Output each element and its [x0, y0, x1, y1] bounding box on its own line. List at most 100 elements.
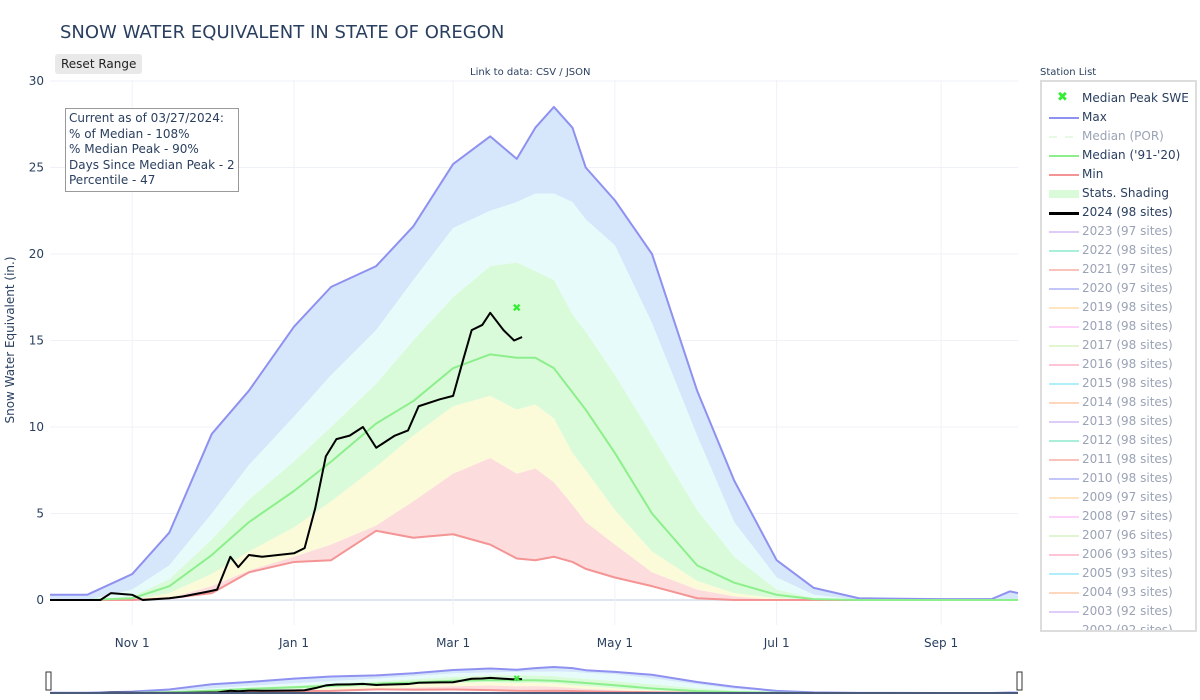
- line-swatch: [1049, 307, 1079, 309]
- chart-title: SNOW WATER EQUIVALENT IN STATE OF OREGON: [60, 22, 505, 43]
- legend: ✖ Median Peak SWE Max Median (POR) Median ('…: [1040, 80, 1197, 632]
- line-swatch: [1049, 630, 1079, 632]
- band-p10-min-rangeslider: [50, 685, 1018, 693]
- legend-label: 2017 (98 sites): [1082, 338, 1173, 352]
- legend-item[interactable]: 2021 (97 sites): [1042, 261, 1192, 280]
- legend-label: 2004 (93 sites): [1082, 585, 1173, 599]
- line-swatch: [1049, 497, 1079, 499]
- line-swatch: [1049, 440, 1079, 442]
- band-p30-p10: [50, 395, 1018, 600]
- legend-label: Median Peak SWE: [1082, 91, 1189, 105]
- legend-item[interactable]: 2010 (98 sites): [1042, 470, 1192, 489]
- line-swatch: [1049, 383, 1079, 385]
- legend-label: 2016 (98 sites): [1082, 357, 1173, 371]
- legend-label: 2005 (93 sites): [1082, 566, 1173, 580]
- legend-item[interactable]: 2006 (93 sites): [1042, 546, 1192, 565]
- x-tick-label: May 1: [597, 636, 633, 650]
- legend-title: Station List: [1040, 67, 1097, 78]
- data-link[interactable]: Link to data: CSV / JSON: [470, 67, 591, 78]
- legend-item[interactable]: 2016 (98 sites): [1042, 356, 1192, 375]
- legend-label: 2003 (92 sites): [1082, 604, 1173, 618]
- legend-item[interactable]: Median (POR): [1042, 128, 1192, 147]
- legend-item[interactable]: 2024 (98 sites): [1042, 204, 1192, 223]
- legend-item[interactable]: 2019 (98 sites): [1042, 299, 1192, 318]
- rangeslider-handle-left[interactable]: [45, 671, 52, 691]
- x-tick-label: Sep 1: [924, 636, 958, 650]
- legend-label: 2009 (97 sites): [1082, 490, 1173, 504]
- median-peak-marker-rangeslider: ✖: [513, 675, 521, 685]
- y-tick-label: 15: [29, 334, 44, 348]
- line-swatch: [1049, 421, 1079, 423]
- info-line-date: Current as of 03/27/2024:: [69, 111, 224, 125]
- legend-item[interactable]: 2017 (98 sites): [1042, 337, 1192, 356]
- legend-label: 2022 (98 sites): [1082, 243, 1173, 257]
- x-tick-label: Nov 1: [115, 636, 150, 650]
- line-swatch: [1049, 611, 1079, 613]
- legend-item[interactable]: 2014 (98 sites): [1042, 394, 1192, 413]
- legend-label: 2002 (92 sites): [1082, 623, 1173, 632]
- legend-label: Max: [1082, 110, 1107, 124]
- legend-item[interactable]: 2002 (92 sites): [1042, 622, 1192, 632]
- legend-item[interactable]: 2004 (93 sites): [1042, 584, 1192, 603]
- y-tick-label: 20: [29, 247, 44, 261]
- info-line-days-since-peak: Days Since Median Peak - 2: [69, 157, 235, 172]
- legend-item[interactable]: 2015 (98 sites): [1042, 375, 1192, 394]
- legend-item[interactable]: 2018 (98 sites): [1042, 318, 1192, 337]
- legend-item[interactable]: Min: [1042, 166, 1192, 185]
- line-swatch: [1049, 478, 1079, 480]
- info-line-pct-peak: % Median Peak - 90%: [69, 142, 199, 156]
- legend-item[interactable]: 2013 (98 sites): [1042, 413, 1192, 432]
- line-swatch: [1049, 554, 1079, 556]
- legend-label: 2011 (98 sites): [1082, 452, 1173, 466]
- y-tick-label: 10: [29, 420, 44, 434]
- reset-range-button[interactable]: Reset Range: [55, 54, 143, 74]
- line-swatch: [1049, 364, 1079, 366]
- line-swatch: [1049, 212, 1079, 215]
- legend-label: 2012 (98 sites): [1082, 433, 1173, 447]
- legend-label: 2010 (98 sites): [1082, 471, 1173, 485]
- legend-label: Min: [1082, 167, 1104, 181]
- legend-item[interactable]: 2003 (92 sites): [1042, 603, 1192, 622]
- legend-item[interactable]: Stats. Shading: [1042, 185, 1192, 204]
- line-swatch: [1049, 288, 1079, 290]
- dashed-line-swatch: [1049, 136, 1079, 138]
- legend-label: 2018 (98 sites): [1082, 319, 1173, 333]
- legend-item[interactable]: ✖ Median Peak SWE: [1042, 90, 1192, 109]
- legend-item[interactable]: Max: [1042, 109, 1192, 128]
- median-peak-marker: ✖: [512, 302, 521, 315]
- max-line: [50, 105, 1019, 601]
- legend-item[interactable]: 2007 (96 sites): [1042, 527, 1192, 546]
- x-tick-label: Mar 1: [436, 636, 470, 650]
- legend-label: 2020 (97 sites): [1082, 281, 1173, 295]
- legend-label: 2014 (98 sites): [1082, 395, 1173, 409]
- band-p70-p30-rangeslider: [50, 675, 1018, 693]
- line-swatch: [1049, 402, 1079, 404]
- legend-item[interactable]: 2011 (98 sites): [1042, 451, 1192, 470]
- info-line-percentile: Percentile - 47: [69, 173, 156, 187]
- legend-item[interactable]: 2022 (98 sites): [1042, 242, 1192, 261]
- legend-label: 2015 (98 sites): [1082, 376, 1173, 390]
- median-line: [50, 353, 1018, 601]
- line-swatch: [1049, 345, 1079, 347]
- line-swatch: [1049, 573, 1079, 575]
- legend-item[interactable]: 2012 (98 sites): [1042, 432, 1192, 451]
- x-marker-icon: ✖: [1057, 90, 1068, 105]
- rangeslider-handle-right[interactable]: [1016, 671, 1023, 691]
- line-swatch: [1049, 269, 1079, 271]
- info-line-pct-median: % of Median - 108%: [69, 126, 190, 141]
- band-p10-min: [50, 458, 1018, 600]
- legend-label: 2013 (98 sites): [1082, 414, 1173, 428]
- x-tick-label: Jan 1: [278, 636, 309, 650]
- legend-item[interactable]: 2020 (97 sites): [1042, 280, 1192, 299]
- legend-label: Stats. Shading: [1082, 186, 1170, 200]
- x-tick-label: Jul 1: [763, 636, 790, 650]
- legend-item[interactable]: 2009 (97 sites): [1042, 489, 1192, 508]
- legend-item[interactable]: 2023 (97 sites): [1042, 223, 1192, 242]
- legend-item[interactable]: Median ('91-'20): [1042, 147, 1192, 166]
- legend-item[interactable]: 2008 (97 sites): [1042, 508, 1192, 527]
- legend-label: Median (POR): [1082, 129, 1164, 143]
- line-swatch: [1049, 535, 1079, 537]
- y-tick-label: 25: [29, 161, 44, 175]
- legend-item[interactable]: 2005 (93 sites): [1042, 565, 1192, 584]
